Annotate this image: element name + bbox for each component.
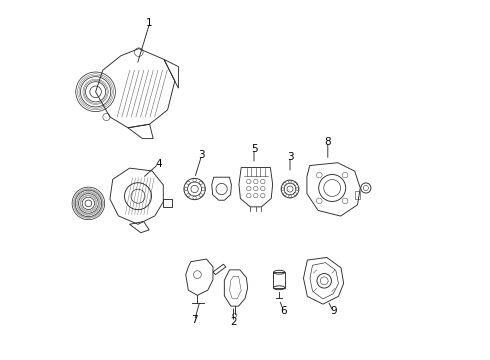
Text: 6: 6	[281, 306, 287, 316]
Text: 1: 1	[147, 18, 153, 28]
Text: 5: 5	[251, 144, 257, 154]
Text: 4: 4	[155, 159, 162, 169]
Text: 7: 7	[191, 315, 198, 325]
Text: 2: 2	[230, 317, 237, 327]
Text: 3: 3	[198, 150, 205, 160]
Text: 8: 8	[324, 137, 331, 147]
Text: 9: 9	[330, 306, 337, 316]
Text: 3: 3	[287, 152, 294, 162]
